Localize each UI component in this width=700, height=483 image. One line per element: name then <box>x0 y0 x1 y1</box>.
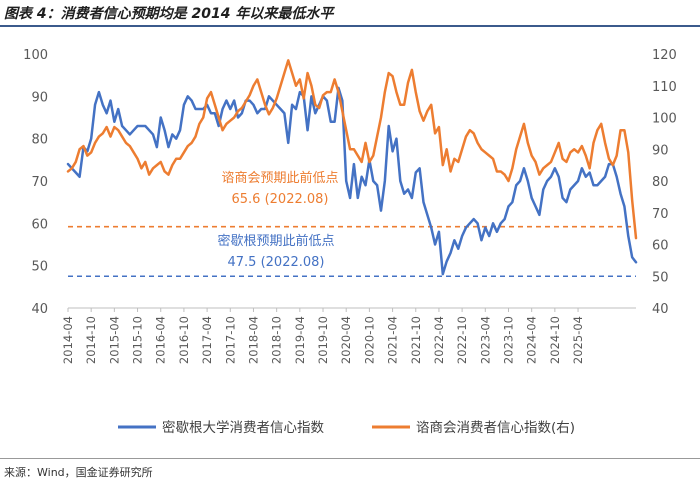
chart-title: 图表 4：消费者信心预期均是 2014 年以来最低水平 <box>4 6 334 22</box>
x-tick-label: 2018-10 <box>270 316 284 364</box>
x-tick-label: 2022-10 <box>455 316 469 364</box>
y-left-tick-label: 60 <box>31 217 48 232</box>
x-tick-label: 2021-04 <box>386 316 400 364</box>
y-right-tick-label: 70 <box>652 207 669 222</box>
y-right-tick-label: 120 <box>652 48 677 63</box>
x-tick-label: 2020-04 <box>339 316 353 364</box>
x-tick-label: 2014-10 <box>84 316 98 364</box>
annotation-value: 47.5 (2022.08) <box>228 255 325 270</box>
x-tick-label: 2017-04 <box>200 316 214 364</box>
y-left-tick-label: 40 <box>31 302 48 317</box>
x-tick-label: 2019-10 <box>316 316 330 364</box>
annotation-value: 65.6 (2022.08) <box>232 192 329 207</box>
y-right-tick-label: 80 <box>652 175 669 190</box>
x-tick-label: 2024-04 <box>525 316 539 364</box>
x-tick-label: 2019-04 <box>293 316 307 364</box>
legend-label: 谘商会消费者信心指数(右) <box>416 420 575 436</box>
series-lines <box>66 59 638 276</box>
x-tick-label: 2025-04 <box>571 316 585 364</box>
legend-label: 密歇根大学消费者信心指数 <box>162 419 324 436</box>
x-tick-label: 2015-10 <box>131 316 145 364</box>
x-tick-label: 2022-04 <box>432 316 446 364</box>
title-rule <box>0 25 700 27</box>
reference-lines <box>68 225 636 278</box>
annotations: 谘商会预期此前低点 65.6 (2022.08) 密歇根预期此前低点 47.5 (20… <box>217 170 338 270</box>
x-tick-label: 2014-04 <box>61 316 75 364</box>
x-tick-label: 2023-04 <box>478 316 492 364</box>
x-tick-label: 2016-04 <box>154 316 168 364</box>
michigan-series-line <box>66 86 638 276</box>
x-tick-label: 2018-04 <box>246 316 260 364</box>
x-tick-label: 2023-10 <box>501 316 515 364</box>
y-right-tick-label: 40 <box>652 302 669 317</box>
y-right-tick-label: 60 <box>652 239 669 254</box>
source-note: 来源：Wind，国金证券研究所 <box>4 466 153 479</box>
left-y-axis: 40 50 60 70 80 90 100 <box>23 48 48 317</box>
x-axis: 2014-04 2014-10 2015-04 2015-10 2016-04 2016-… <box>61 308 585 364</box>
y-left-tick-label: 90 <box>31 90 48 105</box>
y-left-tick-label: 50 <box>31 260 48 275</box>
annotation-title: 密歇根预期此前低点 <box>217 233 334 249</box>
x-tick-label: 2024-10 <box>548 316 562 364</box>
y-right-tick-label: 100 <box>652 112 677 127</box>
conference-board-series-line <box>66 59 638 240</box>
y-left-tick-label: 70 <box>31 175 48 190</box>
y-right-tick-label: 90 <box>652 143 669 158</box>
y-left-tick-label: 80 <box>31 133 48 148</box>
x-tick-label: 2020-10 <box>362 316 376 364</box>
y-right-tick-label: 50 <box>652 270 669 285</box>
y-right-tick-label: 110 <box>652 80 677 95</box>
x-tick-label: 2017-10 <box>223 316 237 364</box>
x-tick-label: 2016-10 <box>177 316 191 364</box>
x-tick-label: 2015-04 <box>107 316 121 364</box>
footer-rule <box>0 458 700 459</box>
right-y-axis: 40 50 60 70 80 90 100 110 120 <box>652 48 677 317</box>
annotation-title: 谘商会预期此前低点 <box>221 170 338 186</box>
y-left-tick-label: 100 <box>23 48 48 63</box>
line-chart: 40 50 60 70 80 90 100 40 50 60 70 80 90 100 110 120 20… <box>23 48 677 436</box>
x-tick-label: 2021-10 <box>409 316 423 364</box>
legend: 密歇根大学消费者信心指数 谘商会消费者信心指数(右) <box>118 419 575 436</box>
